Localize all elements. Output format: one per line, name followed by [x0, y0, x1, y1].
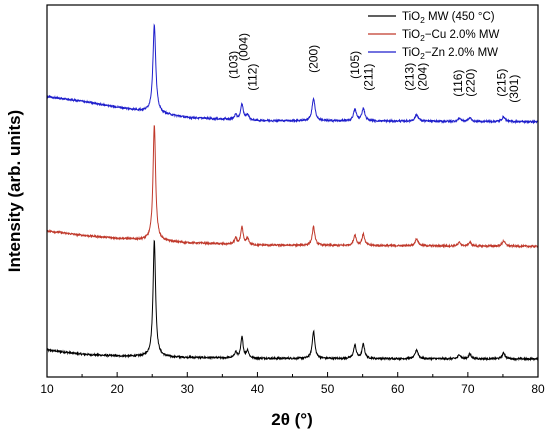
peak-label: (220) [464, 69, 478, 97]
y-axis-title: Intensity (arb. units) [5, 110, 24, 272]
plot-frame [46, 4, 539, 378]
legend: TiO2 MW (450 °C) TiO2−Cu 2.0% MW TiO2−Zn 2… [368, 11, 499, 61]
x-tick-label: 80 [531, 382, 545, 396]
x-tick-label: 30 [181, 382, 195, 396]
peak-labels: (101)(103)(004)(112)(200)(105)(211)(213)… [227, 33, 522, 103]
x-tick-label: 50 [321, 382, 335, 396]
series-line-1 [46, 239, 539, 362]
x-axis-title: 2θ (°) [271, 410, 313, 429]
peak-label: (211) [361, 64, 375, 91]
series-line-2 [46, 125, 539, 249]
legend-label: TiO2−Cu 2.0% MW [402, 29, 499, 43]
peak-label: (103) [227, 51, 241, 79]
peak-label: (215) [495, 69, 509, 97]
x-axis-ticks: 10 20 30 40 50 60 70 80 [40, 372, 545, 396]
legend-label: TiO2 MW (450 °C) [402, 11, 495, 25]
series-line-3 [46, 23, 539, 125]
peak-label: (004) [236, 33, 250, 61]
peak-label: (301) [507, 75, 521, 103]
peak-label: (105) [348, 51, 362, 79]
x-tick-label: 20 [110, 382, 124, 396]
x-tick-label: 60 [391, 382, 405, 396]
peak-label: (112) [246, 64, 260, 91]
peak-label: (213) [403, 63, 417, 91]
peak-label: (116) [451, 70, 465, 97]
peak-label: (204) [415, 63, 429, 91]
plot-lines [46, 23, 539, 362]
peak-label: (200) [307, 45, 321, 73]
x-tick-label: 10 [40, 382, 54, 396]
legend-label: TiO2−Zn 2.0% MW [402, 47, 498, 61]
x-tick-label: 40 [251, 382, 265, 396]
x-tick-label: 70 [461, 382, 475, 396]
